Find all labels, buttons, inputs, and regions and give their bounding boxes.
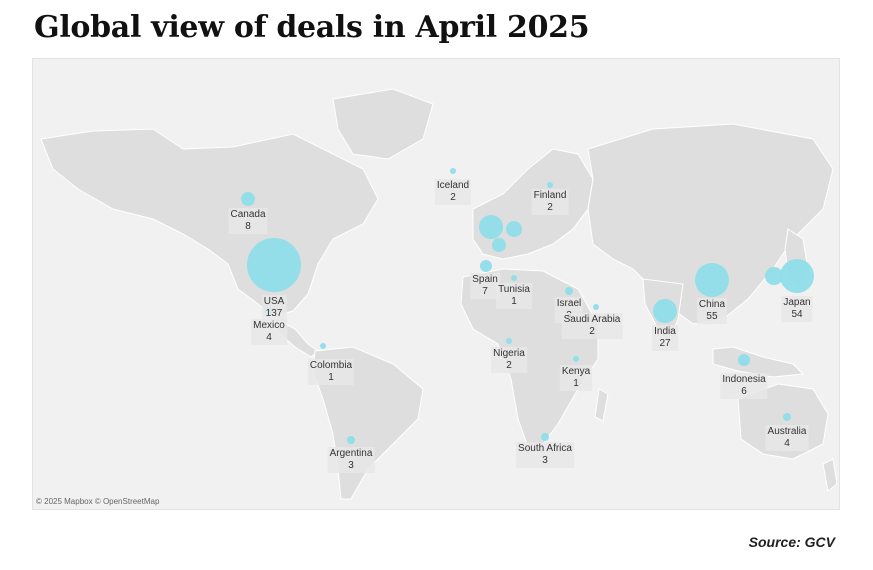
new-zealand-land: [822, 458, 838, 492]
bubble-india: [653, 299, 677, 323]
label-south-africa: South Africa 3: [516, 442, 574, 468]
label-india: India 27: [652, 325, 678, 351]
label-iceland: Iceland 2: [434, 179, 472, 205]
bubble-tunisia: [511, 275, 517, 281]
bubble-australia: [783, 413, 791, 421]
label-usa: USA 137: [261, 295, 287, 321]
bubble-south-africa: [541, 433, 549, 441]
label-japan: Japan 54: [781, 296, 813, 322]
bubble-nigeria: [506, 338, 512, 344]
label-argentina: Argentina 3: [327, 447, 375, 473]
indonesia-land: [712, 346, 805, 378]
bubble-germany: [506, 221, 522, 237]
north-america-land: [40, 128, 379, 318]
bubble-spain: [480, 260, 492, 272]
bubble-israel: [565, 287, 573, 295]
bubble-argentina: [347, 436, 355, 444]
world-map[interactable]: Canada 8 USA 137 Mexico 4 Colombia 1 Argenti…: [32, 58, 840, 510]
bubble-colombia: [320, 343, 326, 349]
bubble-indonesia: [738, 354, 750, 366]
label-canada: Canada 8: [228, 208, 268, 234]
bubble-japan: [780, 259, 814, 293]
label-saudi-arabia: Saudi Arabia 2: [561, 313, 623, 339]
bubble-canada: [241, 192, 255, 206]
bubble-finland: [547, 182, 553, 188]
greenland-land: [332, 88, 434, 160]
bubble-usa: [247, 238, 301, 292]
map-attribution: © 2025 Mapbox © OpenStreetMap: [36, 497, 160, 506]
madagascar-land: [594, 388, 609, 422]
bubble-iceland: [450, 168, 456, 174]
label-kenya: Kenya 1: [559, 365, 593, 391]
label-australia: Australia 4: [765, 425, 809, 451]
label-china: China 55: [696, 298, 728, 324]
label-indonesia: Indonesia 6: [720, 373, 768, 399]
label-tunisia: Tunisia 1: [496, 283, 532, 309]
label-finland: Finland 2: [531, 189, 569, 215]
label-mexico: Mexico 4: [251, 319, 287, 345]
label-nigeria: Nigeria 2: [491, 347, 527, 373]
source-note: Source: GCV: [748, 534, 835, 550]
label-colombia: Colombia 1: [307, 359, 355, 385]
map-canvas: [40, 88, 838, 500]
label-spain: Spain 7: [470, 273, 500, 299]
bubble-france: [492, 238, 506, 252]
bubble-korea: [765, 267, 783, 285]
page-title: Global view of deals in April 2025: [34, 10, 590, 45]
deal-bubbles: [241, 168, 814, 444]
bubble-uk: [479, 215, 503, 239]
bubble-china: [695, 263, 729, 297]
bubble-kenya: [573, 356, 579, 362]
bubble-saudi-arabia: [593, 304, 599, 310]
